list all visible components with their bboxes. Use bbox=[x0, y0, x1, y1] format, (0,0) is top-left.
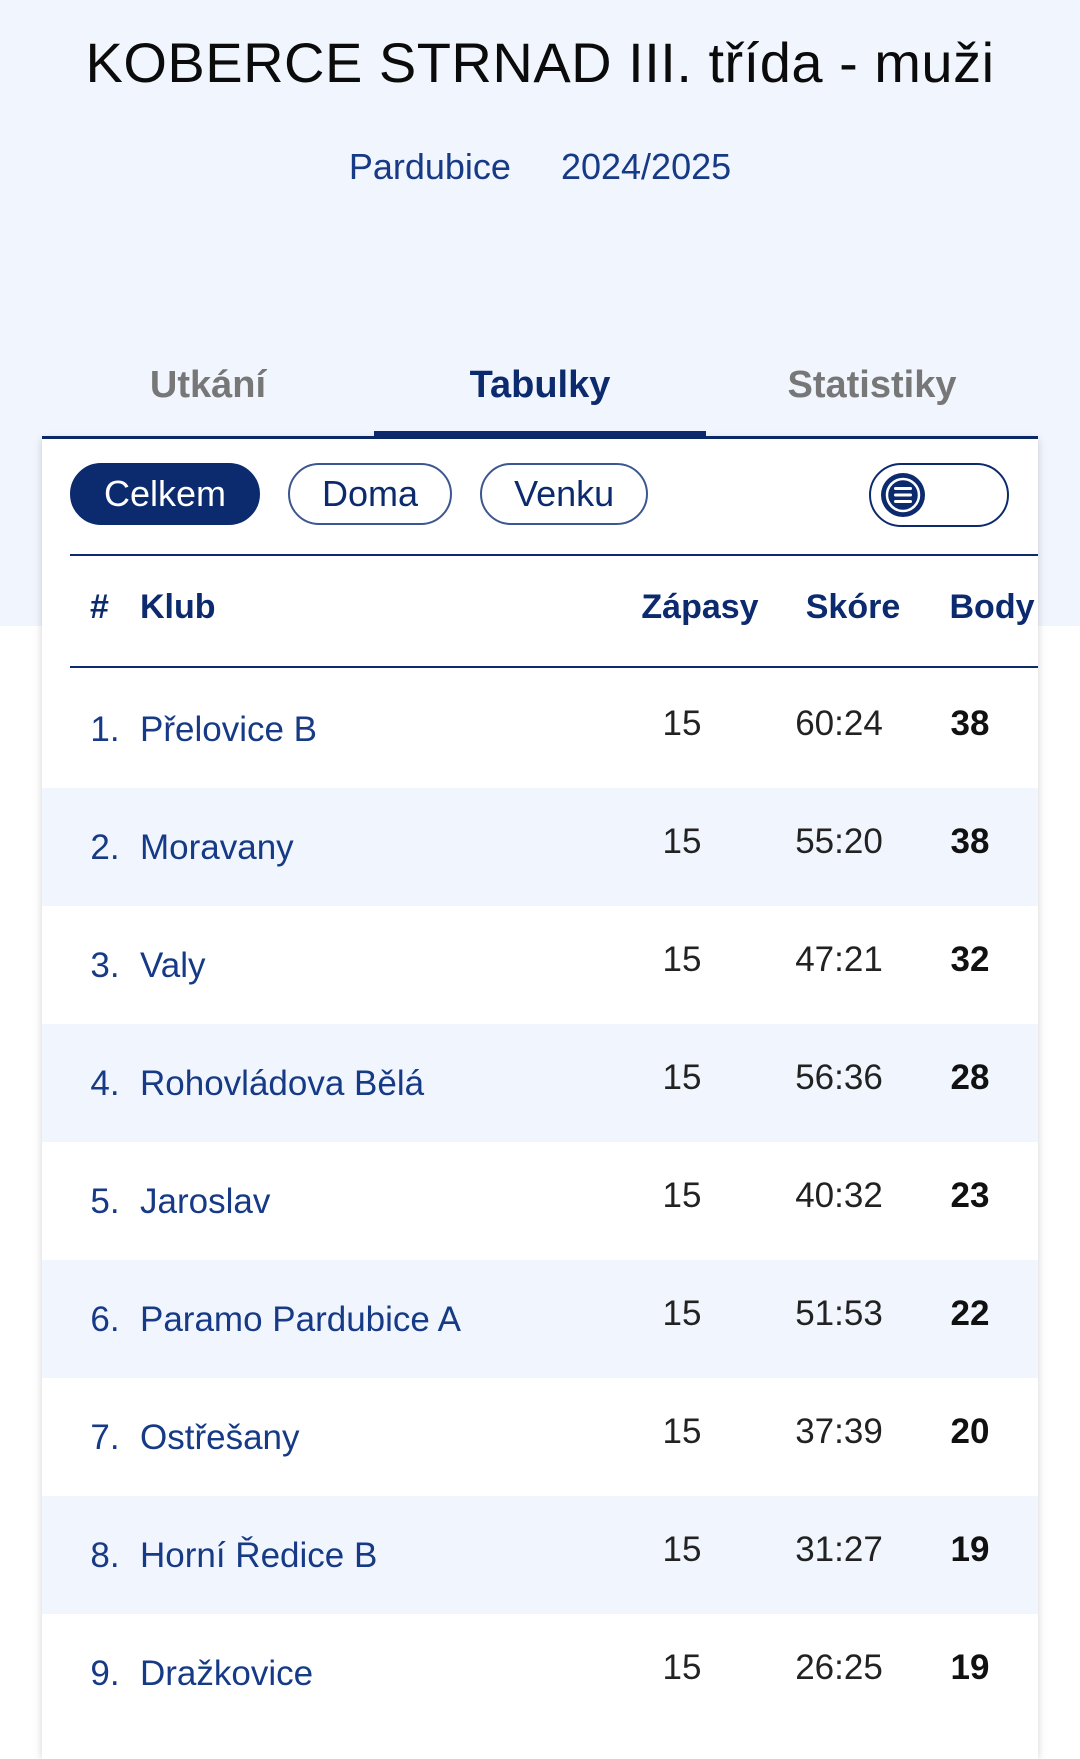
row-score: 26:25 bbox=[795, 1648, 883, 1687]
row-rank: 7. bbox=[90, 1418, 120, 1457]
row-rank: 4. bbox=[90, 1064, 120, 1103]
table-header: # Klub Zápasy Skóre Body bbox=[70, 556, 1038, 668]
row-score: 60:24 bbox=[795, 704, 883, 743]
row-club[interactable]: Ostřešany bbox=[140, 1418, 300, 1457]
row-matches: 15 bbox=[662, 1648, 702, 1687]
filter-group: Celkem Doma Venku bbox=[70, 463, 649, 525]
competition-region[interactable]: Pardubice bbox=[348, 146, 511, 187]
row-rank: 5. bbox=[90, 1182, 120, 1221]
row-club[interactable]: Přelovice B bbox=[140, 710, 318, 749]
row-club[interactable]: Dražkovice bbox=[140, 1654, 314, 1693]
tab-bar: Utkání Tabulky Statistiky bbox=[42, 350, 1038, 439]
row-rank: 6. bbox=[90, 1300, 120, 1339]
row-club[interactable]: Moravany bbox=[140, 828, 294, 867]
row-points: 20 bbox=[950, 1412, 990, 1451]
table-row[interactable]: 5. Jaroslav 15 40:32 23 bbox=[42, 1142, 1038, 1260]
table-row[interactable]: 3. Valy 15 47:21 32 bbox=[42, 906, 1038, 1024]
row-points: 32 bbox=[950, 940, 990, 979]
table-row[interactable]: 9. Dražkovice 15 26:25 19 bbox=[42, 1614, 1038, 1732]
row-score: 55:20 bbox=[795, 822, 883, 861]
row-points: 22 bbox=[950, 1294, 990, 1333]
row-points: 19 bbox=[950, 1648, 990, 1687]
row-points: 28 bbox=[950, 1058, 990, 1097]
competition-title: KOBERCE STRNAD III. třída - muži bbox=[85, 31, 995, 94]
row-club[interactable]: Paramo Pardubice A bbox=[140, 1300, 462, 1339]
row-club[interactable]: Horní Ředice B bbox=[140, 1536, 378, 1575]
row-rank: 9. bbox=[90, 1654, 120, 1693]
row-matches: 15 bbox=[662, 1176, 702, 1215]
filter-all-button[interactable]: Celkem bbox=[70, 463, 261, 525]
row-matches: 15 bbox=[662, 1058, 702, 1097]
row-points: 23 bbox=[950, 1176, 990, 1215]
row-rank: 3. bbox=[90, 946, 120, 985]
competition-season[interactable]: 2024/2025 bbox=[560, 146, 732, 187]
row-score: 40:32 bbox=[795, 1176, 883, 1215]
table-row[interactable]: 8. Horní Ředice B 15 31:27 19 bbox=[42, 1496, 1038, 1614]
table-row[interactable]: 4. Rohovládova Bělá 15 56:36 28 bbox=[42, 1024, 1038, 1142]
row-matches: 15 bbox=[662, 704, 702, 743]
row-rank: 2. bbox=[90, 828, 120, 867]
column-rank-header: # bbox=[90, 588, 109, 626]
row-club[interactable]: Jaroslav bbox=[140, 1182, 271, 1221]
standings-card: Celkem Doma Venku # Klub Zápasy Skóre Bo… bbox=[42, 439, 1038, 1759]
filter-away-button[interactable]: Venku bbox=[480, 463, 649, 525]
tab-tables[interactable]: Tabulky bbox=[374, 350, 706, 439]
row-score: 56:36 bbox=[795, 1058, 883, 1097]
table-row[interactable]: 2. Moravany 15 55:20 38 bbox=[42, 788, 1038, 906]
row-score: 31:27 bbox=[795, 1530, 883, 1569]
filter-divider bbox=[70, 554, 1038, 556]
column-matches-header: Zápasy bbox=[641, 588, 759, 626]
row-club[interactable]: Valy bbox=[140, 946, 206, 985]
column-points-header: Body bbox=[949, 588, 1035, 626]
row-points: 19 bbox=[950, 1530, 990, 1569]
row-score: 51:53 bbox=[795, 1294, 883, 1333]
column-score-header: Skóre bbox=[805, 588, 901, 626]
row-rank: 1. bbox=[90, 710, 120, 749]
list-icon bbox=[881, 473, 925, 517]
row-points: 38 bbox=[950, 822, 990, 861]
standings-table-body: 1. Přelovice B 15 60:24 38 2. Moravany 1… bbox=[42, 670, 1038, 1732]
row-points: 38 bbox=[950, 704, 990, 743]
row-rank: 8. bbox=[90, 1536, 120, 1575]
row-score: 37:39 bbox=[795, 1412, 883, 1451]
row-matches: 15 bbox=[662, 1530, 702, 1569]
table-row[interactable]: 6. Paramo Pardubice A 15 51:53 22 bbox=[42, 1260, 1038, 1378]
table-row[interactable]: 1. Přelovice B 15 60:24 38 bbox=[42, 670, 1038, 788]
competition-meta: Pardubice 2024/2025 bbox=[0, 146, 1080, 188]
tab-matches[interactable]: Utkání bbox=[149, 364, 267, 406]
row-matches: 15 bbox=[662, 1412, 702, 1451]
row-score: 47:21 bbox=[795, 940, 883, 979]
row-club[interactable]: Rohovládova Bělá bbox=[140, 1064, 425, 1103]
tab-statistics[interactable]: Statistiky bbox=[787, 364, 957, 406]
filter-home-button[interactable]: Doma bbox=[288, 463, 453, 525]
row-matches: 15 bbox=[662, 1294, 702, 1333]
column-club-header: Klub bbox=[140, 588, 216, 626]
table-row[interactable]: 7. Ostřešany 15 37:39 20 bbox=[42, 1378, 1038, 1496]
row-matches: 15 bbox=[662, 940, 702, 979]
view-toggle[interactable] bbox=[869, 463, 1009, 527]
row-matches: 15 bbox=[662, 822, 702, 861]
